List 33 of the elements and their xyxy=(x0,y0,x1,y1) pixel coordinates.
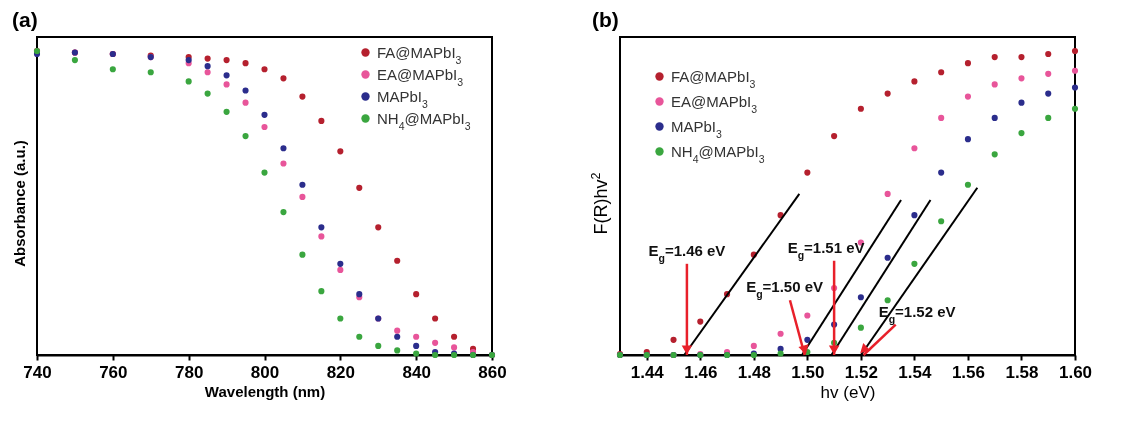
x-tick-label: 840 xyxy=(402,362,431,382)
x-tick-label: 1.50 xyxy=(791,362,825,382)
chart-title: (b) xyxy=(592,8,619,31)
annotation: E$_{g}$=1.52 eV xyxy=(878,302,956,325)
y-axis-title: Absorbance (a.u.) xyxy=(10,140,28,267)
annotation: E$_{g}$=1.46 eV xyxy=(648,241,726,264)
annotation: E$_{g}$=1.50 eV xyxy=(746,278,824,301)
x-tick-label: 1.60 xyxy=(1058,362,1093,382)
legend-label: FA@MAPbI$_{3}$ xyxy=(671,67,756,90)
x-tick-label: 1.48 xyxy=(737,362,771,382)
x-axis-title: hv (eV) xyxy=(820,382,876,402)
x-tick-label: 740 xyxy=(23,362,52,382)
x-tick-label: 760 xyxy=(99,362,128,382)
legend-label: MAPbI$_{3}$ xyxy=(377,87,429,110)
x-tick-label: 1.54 xyxy=(898,362,932,382)
legend-label: FA@MAPbI$_{3}$ xyxy=(377,43,462,66)
annotation: E$_{g}$=1.51 eV xyxy=(787,238,865,261)
x-tick-label: 860 xyxy=(478,362,507,382)
legend-label: EA@MAPbI$_{3}$ xyxy=(671,92,758,115)
legend-label: MAPbI$_{3}$ xyxy=(671,117,723,140)
x-tick-label: 1.58 xyxy=(1005,362,1039,382)
legend-label: EA@MAPbI$_{3}$ xyxy=(377,65,464,88)
chart-title: (a) xyxy=(12,8,38,31)
x-tick-label: 820 xyxy=(326,362,356,382)
x-tick-label: 1.46 xyxy=(684,362,718,382)
x-tick-label: 1.56 xyxy=(951,362,985,382)
x-axis-title: Wavelength (nm) xyxy=(204,382,326,400)
x-tick-label: 1.44 xyxy=(630,362,665,382)
legend-label: NH$_{4}$@MAPbI$_{3}$ xyxy=(377,109,471,132)
x-tick-label: 780 xyxy=(174,362,204,382)
x-tick-label: 1.52 xyxy=(844,362,878,382)
legend-label: NH$_{4}$@MAPbI$_{3}$ xyxy=(671,142,765,165)
x-tick-label: 800 xyxy=(250,362,280,382)
